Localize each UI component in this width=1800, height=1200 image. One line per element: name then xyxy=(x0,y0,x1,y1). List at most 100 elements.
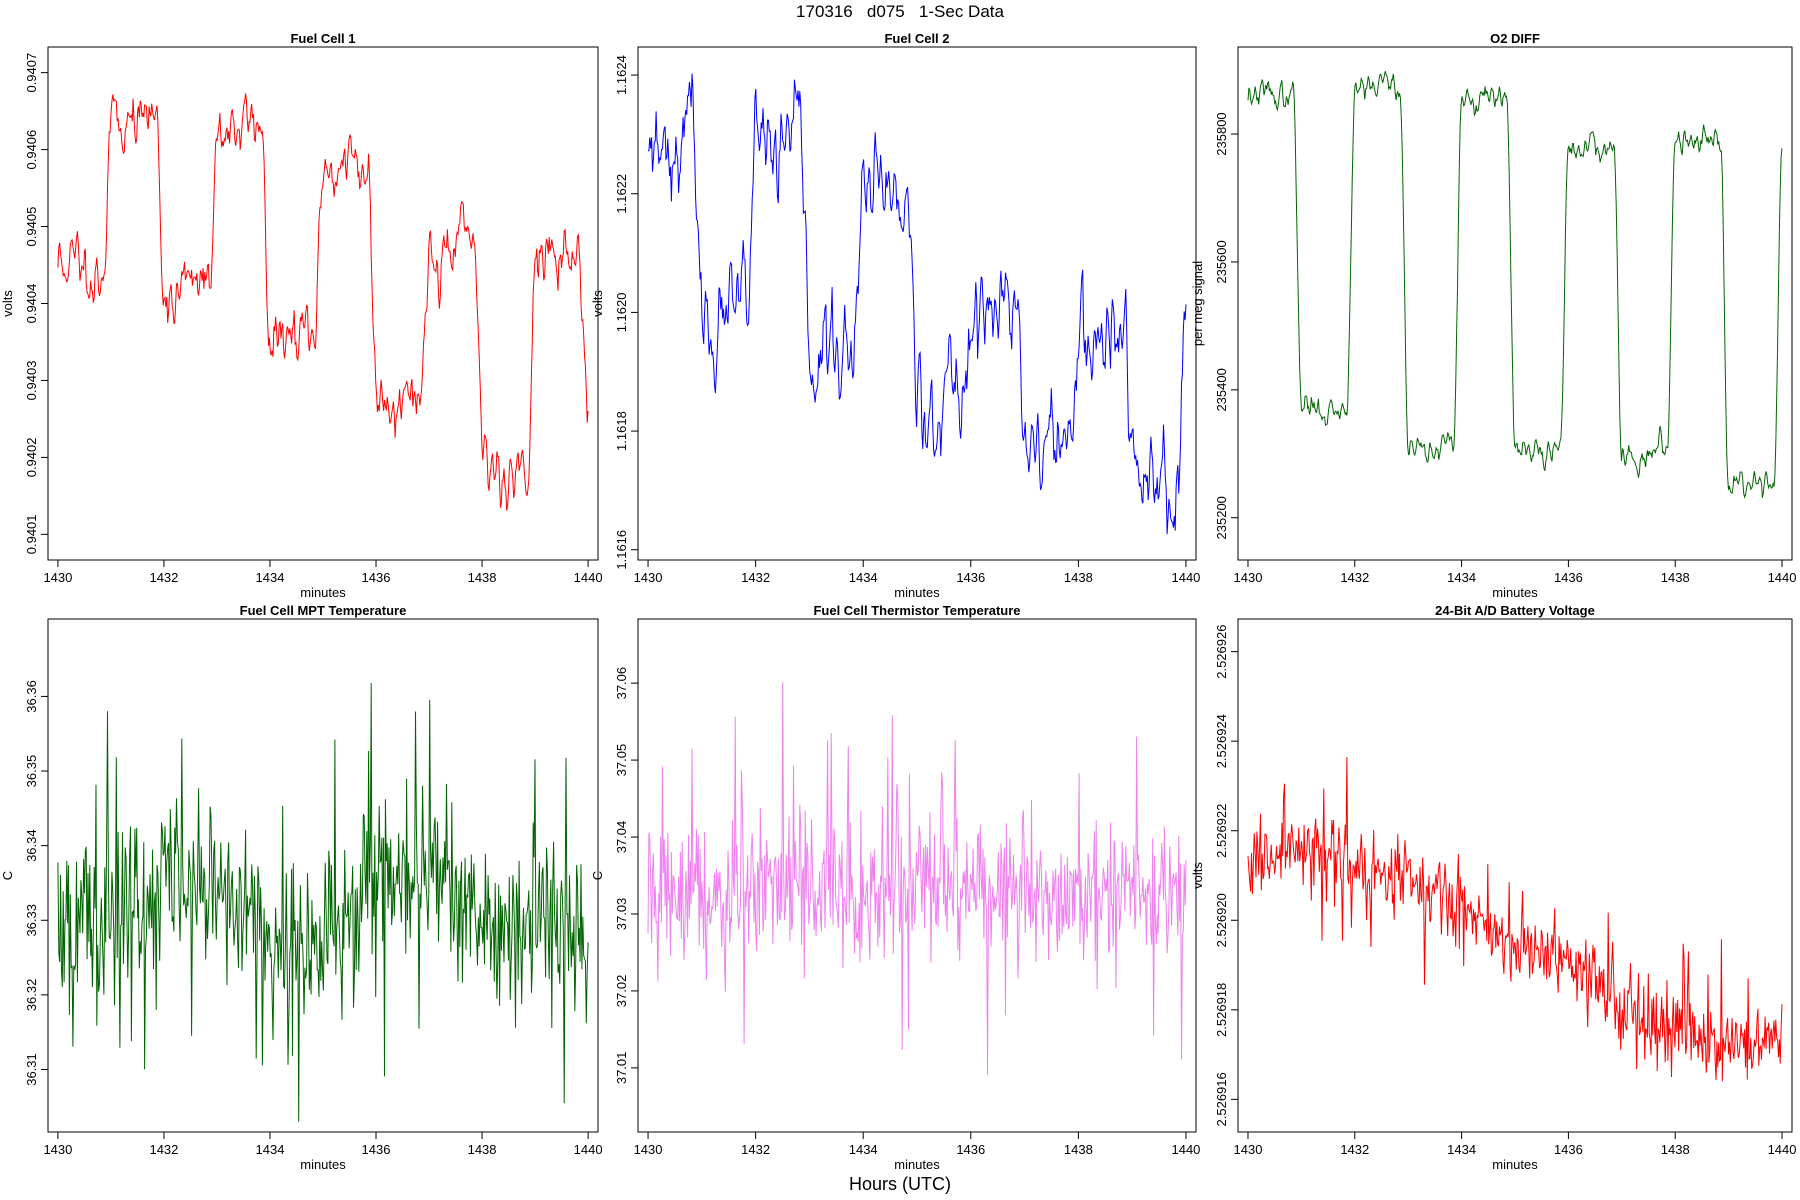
chart-3-ytick-label-1: 235400 xyxy=(1214,368,1229,411)
chart-5-xtick-label-5: 1440 xyxy=(1171,1142,1200,1157)
figure-title: 170316 d075 1-Sec Data xyxy=(796,2,1004,21)
chart-5-series-line xyxy=(647,682,1187,1075)
chart-4-xtick-label-1: 1432 xyxy=(149,1142,178,1157)
chart-3-frame xyxy=(1237,46,1793,561)
chart-2-ytick-label-3: 1.1622 xyxy=(614,174,629,214)
chart-2-ytick-label-2: 1.1620 xyxy=(614,293,629,333)
chart-4-ytick-label-3: 36.34 xyxy=(24,829,39,862)
chart-3: O2 DIFF 1430 1432 1434 1436 1438 1440 minutes 23… xyxy=(1190,31,1796,600)
chart-1-series-line xyxy=(57,93,589,511)
chart-4-xtick-label-2: 1434 xyxy=(256,1142,285,1157)
chart-3-xtick-label-5: 1440 xyxy=(1768,570,1797,585)
chart-3-xtick-label-1: 1432 xyxy=(1340,570,1369,585)
chart-1-xtick-label-5: 1440 xyxy=(574,570,603,585)
chart-1: Fuel Cell 1 1430 1432 1434 1436 1438 1440 minut… xyxy=(0,31,603,600)
chart-5-xtick-label-3: 1436 xyxy=(956,1142,985,1157)
chart-2-xtick-label-5: 1440 xyxy=(1171,570,1200,585)
chart-6-xtick-label-3: 1436 xyxy=(1554,1142,1583,1157)
chart-3-xtick-label-2: 1434 xyxy=(1447,570,1476,585)
chart-3-series-line xyxy=(1247,71,1783,499)
chart-3-ylabel: per meg signal xyxy=(1190,261,1205,346)
chart-4-title: Fuel Cell MPT Temperature xyxy=(240,603,407,618)
chart-1-xtick-label-1: 1432 xyxy=(149,570,178,585)
chart-3-ytick-label-3: 235800 xyxy=(1214,112,1229,155)
chart-1-xlabel: minutes xyxy=(300,585,346,600)
chart-2-title: Fuel Cell 2 xyxy=(884,31,949,46)
chart-3-title: O2 DIFF xyxy=(1490,31,1540,46)
chart-4-frame xyxy=(47,618,599,1133)
chart-5-xlabel: minutes xyxy=(894,1157,940,1172)
chart-1-xtick-label-4: 1438 xyxy=(468,570,497,585)
chart-5-title: Fuel Cell Thermistor Temperature xyxy=(813,603,1020,618)
chart-4-xtick-label-0: 1430 xyxy=(43,1142,72,1157)
chart-1-ylabel: volts xyxy=(0,290,15,317)
chart-5-ytick-label-0: 37.01 xyxy=(614,1052,629,1085)
chart-5-ytick-label-5: 37.06 xyxy=(614,667,629,700)
chart-3-ytick-label-2: 235600 xyxy=(1214,240,1229,283)
chart-1-xtick-label-0: 1430 xyxy=(43,570,72,585)
chart-4-xtick-label-5: 1440 xyxy=(574,1142,603,1157)
chart-4-xtick-label-4: 1438 xyxy=(468,1142,497,1157)
chart-6-xtick-label-4: 1438 xyxy=(1661,1142,1690,1157)
chart-4-ytick-label-4: 36.35 xyxy=(24,755,39,788)
chart-3-ytick-label-0: 235200 xyxy=(1214,496,1229,539)
chart-3-xtick-label-3: 1436 xyxy=(1554,570,1583,585)
chart-5-xtick-label-4: 1438 xyxy=(1064,1142,1093,1157)
chart-2-xtick-label-4: 1438 xyxy=(1064,570,1093,585)
chart-2-ylabel: volts xyxy=(590,290,605,317)
chart-2-xlabel: minutes xyxy=(894,585,940,600)
chart-6-ytick-label-5: 2.526926 xyxy=(1214,625,1229,679)
chart-5-ytick-label-4: 37.05 xyxy=(614,744,629,777)
chart-2-ytick-label-0: 1.1616 xyxy=(614,530,629,570)
chart-2-frame xyxy=(637,46,1197,561)
chart-4: Fuel Cell MPT Temperature 1430 1432 1434 143… xyxy=(0,603,603,1172)
chart-4-xlabel: minutes xyxy=(300,1157,346,1172)
chart-1-ytick-label-4: 0.9405 xyxy=(24,207,39,247)
chart-6-xtick-label-2: 1434 xyxy=(1447,1142,1476,1157)
chart-2-series-line xyxy=(648,73,1187,535)
chart-4-ytick-label-2: 36.33 xyxy=(24,904,39,937)
chart-6-ytick-label-3: 2.526922 xyxy=(1214,804,1229,858)
chart-5-ytick-label-2: 37.03 xyxy=(614,898,629,931)
chart-5-ylabel: C xyxy=(590,871,605,880)
chart-4-xtick-label-3: 1436 xyxy=(362,1142,391,1157)
chart-1-xtick-label-3: 1436 xyxy=(362,570,391,585)
chart-1-ytick-label-3: 0.9404 xyxy=(24,284,39,324)
chart-1-ytick-label-0: 0.9401 xyxy=(24,514,39,554)
chart-2-xtick-label-1: 1432 xyxy=(741,570,770,585)
chart-4-series-line xyxy=(57,682,589,1122)
chart-2-ytick-label-4: 1.1624 xyxy=(614,55,629,95)
chart-3-xtick-label-0: 1430 xyxy=(1234,570,1263,585)
chart-5-ytick-label-1: 37.02 xyxy=(614,975,629,1008)
chart-5-xtick-label-2: 1434 xyxy=(849,1142,878,1157)
chart-6-ytick-label-4: 2.526924 xyxy=(1214,714,1229,768)
chart-1-ytick-label-1: 0.9402 xyxy=(24,438,39,478)
chart-1-ytick-label-6: 0.9407 xyxy=(24,53,39,93)
chart-6-ytick-label-0: 2.526916 xyxy=(1214,1072,1229,1126)
chart-4-ytick-label-0: 36.31 xyxy=(24,1053,39,1086)
chart-4-ytick-label-1: 36.32 xyxy=(24,979,39,1012)
chart-6-ytick-label-1: 2.526918 xyxy=(1214,983,1229,1037)
chart-1-frame xyxy=(47,46,599,561)
chart-2-ytick-label-1: 1.1618 xyxy=(614,411,629,451)
chart-6-title: 24-Bit A/D Battery Voltage xyxy=(1435,603,1595,618)
chart-2-xtick-label-0: 1430 xyxy=(634,570,663,585)
chart-6-series-line xyxy=(1247,756,1783,1082)
chart-6-ytick-label-2: 2.526920 xyxy=(1214,893,1229,947)
chart-1-ytick-label-5: 0.9406 xyxy=(24,130,39,170)
chart-5-xtick-label-0: 1430 xyxy=(634,1142,663,1157)
chart-6-xtick-label-0: 1430 xyxy=(1234,1142,1263,1157)
chart-5-xtick-label-1: 1432 xyxy=(741,1142,770,1157)
chart-6-xlabel: minutes xyxy=(1492,1157,1538,1172)
chart-3-xlabel: minutes xyxy=(1492,585,1538,600)
chart-5-frame xyxy=(637,618,1197,1133)
chart-2-xtick-label-2: 1434 xyxy=(849,570,878,585)
figure-xlabel: Hours (UTC) xyxy=(849,1174,951,1194)
chart-1-ytick-label-2: 0.9403 xyxy=(24,361,39,401)
chart-1-title: Fuel Cell 1 xyxy=(290,31,355,46)
chart-6-frame xyxy=(1237,618,1793,1133)
chart-3-xtick-label-4: 1438 xyxy=(1661,570,1690,585)
chart-2: Fuel Cell 2 1430 1432 1434 1436 1438 1440 minut… xyxy=(590,31,1200,600)
chart-4-ytick-label-5: 36.36 xyxy=(24,680,39,713)
